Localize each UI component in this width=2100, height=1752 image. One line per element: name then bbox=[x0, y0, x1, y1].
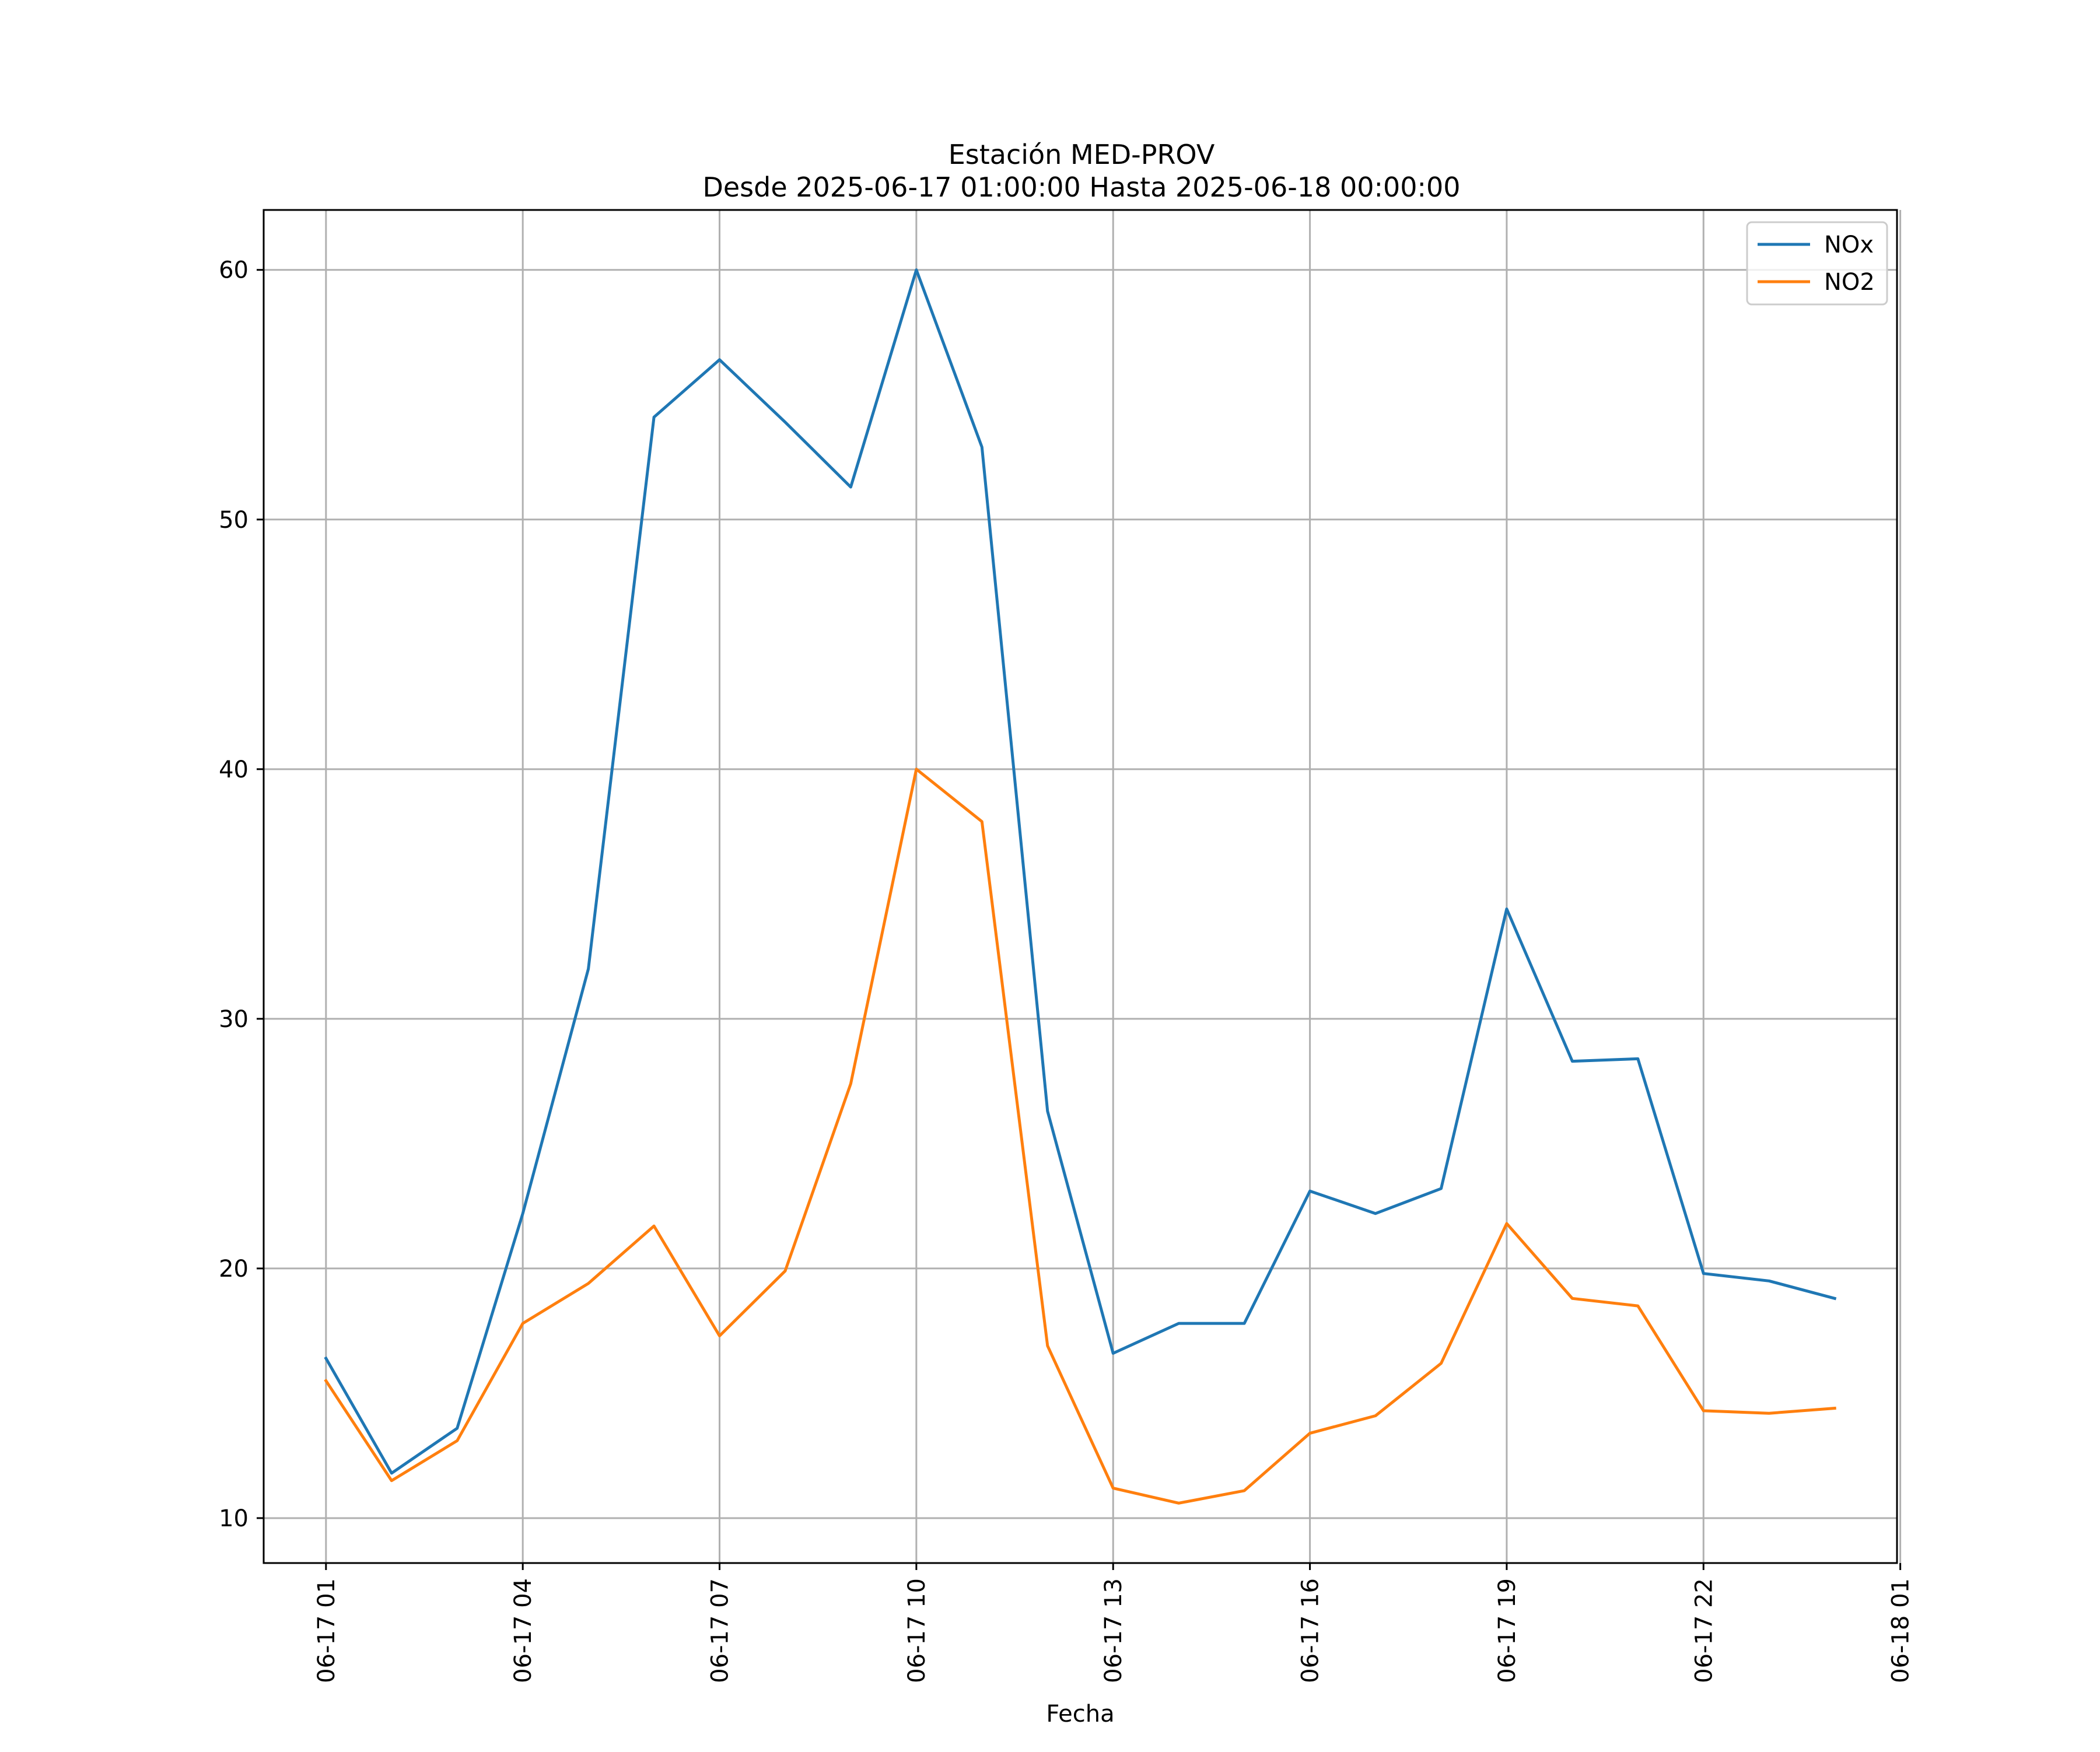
legend-label-nox: NOx bbox=[1824, 232, 1874, 258]
legend: NOx NO2 bbox=[1746, 221, 1888, 306]
x-tick-label: 06-17 13 bbox=[1100, 1578, 1127, 1683]
chart-title: Estación MED-PROV bbox=[949, 139, 1215, 170]
y-axis: 10 20 30 40 50 60 bbox=[219, 257, 264, 1532]
series-line-no2 bbox=[324, 768, 1836, 1505]
x-tick-label: 06-17 19 bbox=[1494, 1578, 1521, 1683]
x-tick-label: 06-17 22 bbox=[1690, 1578, 1717, 1683]
x-tick-label: 06-17 10 bbox=[904, 1578, 930, 1683]
series-lines bbox=[324, 268, 1837, 1505]
plot-frame bbox=[262, 209, 1898, 1564]
y-tick-label: 10 bbox=[219, 1505, 249, 1532]
x-axis-label: Fecha bbox=[1046, 1701, 1114, 1728]
x-axis: 06-17 01 06-17 04 06-17 07 06-17 10 06-17 13… bbox=[313, 1563, 1915, 1683]
y-tick-label: 20 bbox=[219, 1256, 249, 1283]
x-tick-label: 06-17 04 bbox=[510, 1578, 537, 1683]
y-tick-label: 50 bbox=[219, 507, 249, 534]
chart-subtitle: Desde 2025-06-17 01:00:00 Hasta 2025-06-… bbox=[702, 171, 1460, 203]
x-tick-label: 06-17 07 bbox=[707, 1578, 734, 1683]
x-tick-label: 06-18 01 bbox=[1888, 1578, 1915, 1683]
legend-box bbox=[1746, 221, 1888, 306]
series-line-nox bbox=[324, 268, 1837, 1475]
x-tick-label: 06-17 16 bbox=[1297, 1578, 1324, 1683]
y-tick-label: 30 bbox=[219, 1006, 249, 1033]
y-tick-label: 40 bbox=[219, 756, 249, 783]
x-tick-label: 06-17 01 bbox=[313, 1578, 340, 1683]
grid bbox=[264, 210, 1902, 1563]
legend-label-no2: NO2 bbox=[1824, 269, 1875, 296]
y-tick-label: 60 bbox=[219, 257, 249, 284]
